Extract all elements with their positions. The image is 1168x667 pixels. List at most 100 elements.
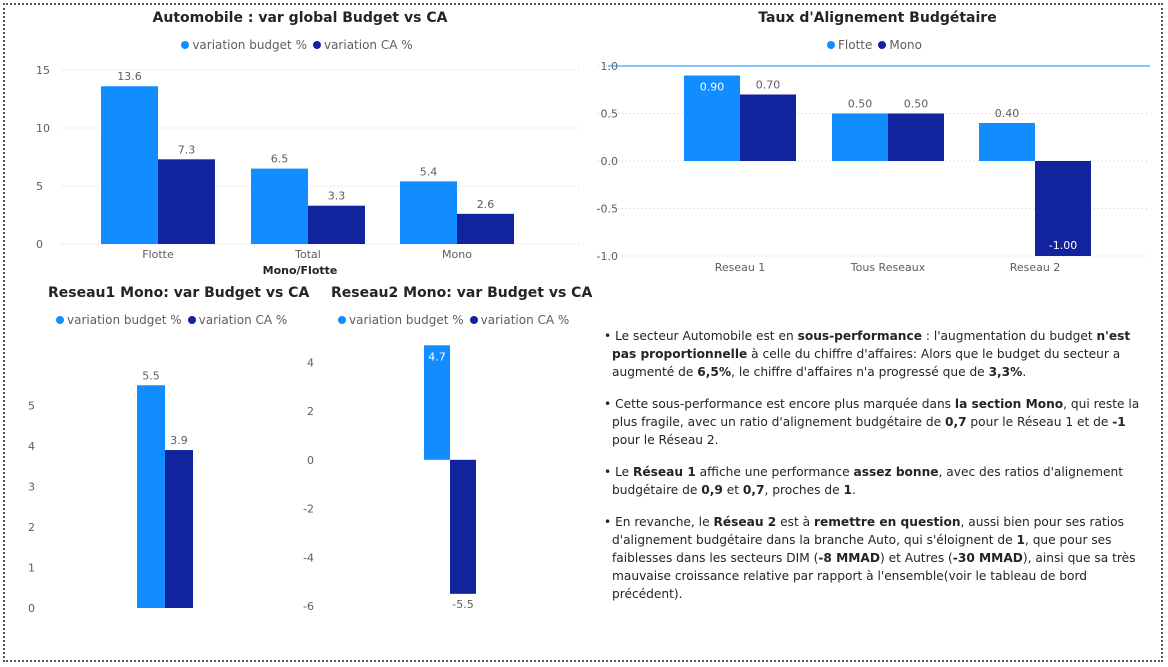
bar-series2 — [740, 94, 796, 161]
note-text: , le chiffre d'affaires n'a progressé qu… — [731, 365, 989, 379]
note-text: et — [722, 483, 743, 497]
legend-dot-icon — [469, 316, 478, 324]
legend-item-series2[interactable]: variation CA % — [187, 313, 288, 327]
note-emphasis: Réseau 2 — [713, 515, 777, 529]
legend-label: Flotte — [837, 38, 873, 52]
bar-series1 — [251, 168, 308, 244]
y-tick-label: -4 — [303, 551, 314, 564]
chart-taux-alignement: Taux d'Alignement Budgétaire Flotte Mono… — [590, 8, 1155, 283]
note-text: , que pour ses faiblesses dans les secte… — [612, 533, 1112, 565]
data-label: 3.3 — [328, 190, 346, 203]
x-tick-label: Total — [294, 248, 321, 261]
y-tick-label: 10 — [36, 122, 50, 135]
data-label: 0.50 — [848, 98, 873, 111]
note-text: • Cette sous-performance est encore plus… — [604, 397, 955, 411]
y-tick-label: -0.5 — [597, 203, 618, 216]
legend-label: variation CA % — [323, 38, 413, 52]
note-text: affiche une performance — [695, 465, 854, 479]
chart-plot: 0 5 10 15 13.6 7.3 Flotte 6.5 3.3 Total 5.4 2.6 Mono — [36, 64, 580, 261]
data-label: 5.4 — [420, 165, 438, 178]
y-tick-label: 1 — [28, 562, 35, 575]
note-text: , proches de — [764, 483, 844, 497]
bar-series2 — [450, 459, 476, 594]
note-text: • Le — [604, 465, 634, 479]
legend-item-series1[interactable]: Flotte — [826, 38, 873, 52]
y-tick-label: 2 — [307, 405, 314, 418]
note-emphasis: 0,7 — [944, 415, 967, 429]
y-tick-label: 0 — [28, 602, 35, 615]
y-tick-label: 0 — [36, 238, 43, 251]
note-emphasis: 3,3% — [988, 365, 1023, 379]
note-paragraph: • Le Réseau 1 affiche une performance as… — [604, 463, 1156, 499]
chart-title: Automobile : var global Budget vs CA — [152, 10, 448, 26]
data-label: 0.40 — [995, 107, 1020, 120]
legend-label: variation CA % — [198, 313, 288, 327]
note-paragraph: • Cette sous-performance est encore plus… — [604, 395, 1156, 449]
note-emphasis: sous-performance — [797, 329, 922, 343]
legend-dot-icon — [181, 41, 190, 49]
y-tick-label: 2 — [28, 521, 35, 534]
data-label: 4.7 — [428, 350, 446, 363]
note-emphasis: n'est pas proportionnelle — [612, 329, 1131, 361]
data-label: 3.9 — [170, 434, 188, 447]
y-tick-label: -1.0 — [597, 250, 618, 263]
chart-legend: variation budget % variation CA % — [20, 38, 580, 52]
y-tick-label: 0 — [307, 454, 314, 467]
note-paragraph: • Le secteur Automobile est en sous-perf… — [604, 327, 1156, 381]
legend-label: variation CA % — [480, 313, 570, 327]
data-label: 7.3 — [178, 143, 196, 156]
note-emphasis: Réseau 1 — [633, 465, 696, 479]
y-tick-label: 0.0 — [601, 155, 619, 168]
data-label: 0.50 — [904, 98, 929, 111]
note-emphasis: remettre en question — [813, 515, 961, 529]
legend-dot-icon — [878, 41, 887, 49]
note-text: , avec des ratios d'alignement budgétair… — [612, 465, 1123, 497]
legend-dot-icon — [338, 316, 346, 324]
legend-item-series1[interactable]: variation budget % — [56, 313, 182, 327]
legend-item-series2[interactable]: variation CA % — [312, 38, 413, 52]
x-axis-title: Mono/Flotte — [262, 264, 338, 277]
legend-item-series1[interactable]: variation budget % — [338, 313, 464, 327]
chart-legend: variation budget % variation CA % — [338, 313, 575, 327]
data-label: 0.90 — [700, 81, 725, 94]
y-tick-label: 0.5 — [601, 108, 619, 121]
data-label: 5.5 — [142, 369, 160, 382]
note-text: . — [851, 483, 856, 497]
chart-reseau1-mono: Reseau1 Mono: var Budget vs CA variation… — [18, 282, 309, 622]
legend-label: variation budget % — [192, 38, 307, 52]
note-text: est à — [776, 515, 814, 529]
note-text: • En revanche, le — [604, 515, 714, 529]
note-paragraph: • En revanche, le Réseau 2 est à remettr… — [604, 513, 1156, 603]
legend-label: Mono — [889, 38, 923, 52]
note-text: pour le Réseau 1 et de — [966, 415, 1113, 429]
x-tick-label: Reseau 2 — [1010, 261, 1061, 274]
note-text: pour le Réseau 2. — [612, 433, 719, 447]
data-label: -5.5 — [452, 598, 473, 611]
legend-item-series2[interactable]: variation CA % — [469, 313, 570, 327]
legend-label: variation budget % — [349, 313, 464, 327]
note-text: , aussi bien pour ses ratios d'alignemen… — [612, 515, 1124, 547]
data-label: 2.6 — [477, 198, 495, 211]
chart-automobile-var-global: Automobile : var global Budget vs CA var… — [20, 8, 595, 283]
note-text: ) et Autres ( — [879, 551, 953, 565]
bar-series1 — [979, 123, 1035, 161]
data-label: 0.70 — [756, 79, 781, 92]
y-tick-label: 5 — [28, 400, 35, 413]
note-emphasis: 1 — [843, 483, 852, 497]
legend-item-series1[interactable]: variation budget % — [181, 38, 307, 52]
legend-dot-icon — [826, 41, 835, 49]
y-tick-label: 5 — [36, 180, 43, 193]
bar-series1 — [424, 345, 450, 460]
chart-plot: -6 -4 -2 0 2 4 4.7 -5.5 — [303, 345, 476, 613]
bar-series2 — [888, 113, 944, 161]
note-text: à celle du chiffre d'affaires: Alors que… — [612, 347, 1121, 379]
note-emphasis: -30 MMAD — [952, 551, 1023, 565]
legend-item-series2[interactable]: Mono — [878, 38, 922, 52]
x-tick-label: Tous Reseaux — [850, 261, 926, 274]
data-label: 13.6 — [117, 70, 142, 83]
bar-series2 — [165, 450, 193, 608]
note-emphasis: assez bonne — [853, 465, 939, 479]
note-emphasis: -8 MMAD — [818, 551, 880, 565]
x-tick-label: Reseau 1 — [715, 261, 766, 274]
